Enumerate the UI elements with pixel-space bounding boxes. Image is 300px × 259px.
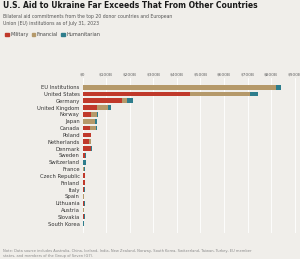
- Text: Bilateral aid commitments from the top 20 donor countries and European
Union (EU: Bilateral aid commitments from the top 2…: [3, 14, 172, 26]
- Bar: [82, 133, 91, 137]
- Bar: [82, 139, 89, 144]
- Bar: [82, 126, 90, 131]
- Bar: [96, 126, 98, 131]
- Bar: [82, 208, 83, 212]
- Bar: [84, 187, 85, 192]
- Text: Note: Data source includes Australia, China, Iceland, India, New Zealand, Norway: Note: Data source includes Australia, Ch…: [3, 249, 251, 258]
- Bar: [83, 194, 84, 199]
- Bar: [95, 119, 98, 124]
- Bar: [90, 126, 96, 131]
- Bar: [82, 214, 84, 219]
- Bar: [82, 153, 85, 158]
- Bar: [89, 139, 91, 144]
- Bar: [82, 112, 91, 117]
- Bar: [91, 112, 97, 117]
- Bar: [83, 208, 84, 212]
- Bar: [83, 221, 84, 226]
- Bar: [82, 201, 84, 206]
- Bar: [91, 146, 92, 151]
- Bar: [82, 187, 84, 192]
- Bar: [82, 221, 83, 226]
- Bar: [276, 85, 281, 90]
- Bar: [84, 167, 85, 171]
- Bar: [122, 98, 127, 103]
- Bar: [82, 98, 122, 103]
- Bar: [82, 174, 85, 178]
- Bar: [250, 92, 258, 96]
- Bar: [127, 98, 133, 103]
- Bar: [82, 85, 276, 90]
- Bar: [82, 92, 190, 96]
- Bar: [85, 153, 86, 158]
- Bar: [82, 194, 83, 199]
- Bar: [82, 180, 85, 185]
- Bar: [97, 112, 98, 117]
- Text: U.S. Aid to Ukraine Far Exceeds That From Other Countries: U.S. Aid to Ukraine Far Exceeds That Fro…: [3, 1, 258, 10]
- Bar: [190, 92, 250, 96]
- Bar: [82, 105, 98, 110]
- Legend: Military, Financial, Humanitarian: Military, Financial, Humanitarian: [5, 32, 100, 37]
- Bar: [108, 105, 111, 110]
- Bar: [83, 167, 84, 171]
- Bar: [82, 119, 95, 124]
- Bar: [82, 160, 86, 165]
- Bar: [82, 167, 83, 171]
- Bar: [98, 105, 108, 110]
- Bar: [82, 146, 91, 151]
